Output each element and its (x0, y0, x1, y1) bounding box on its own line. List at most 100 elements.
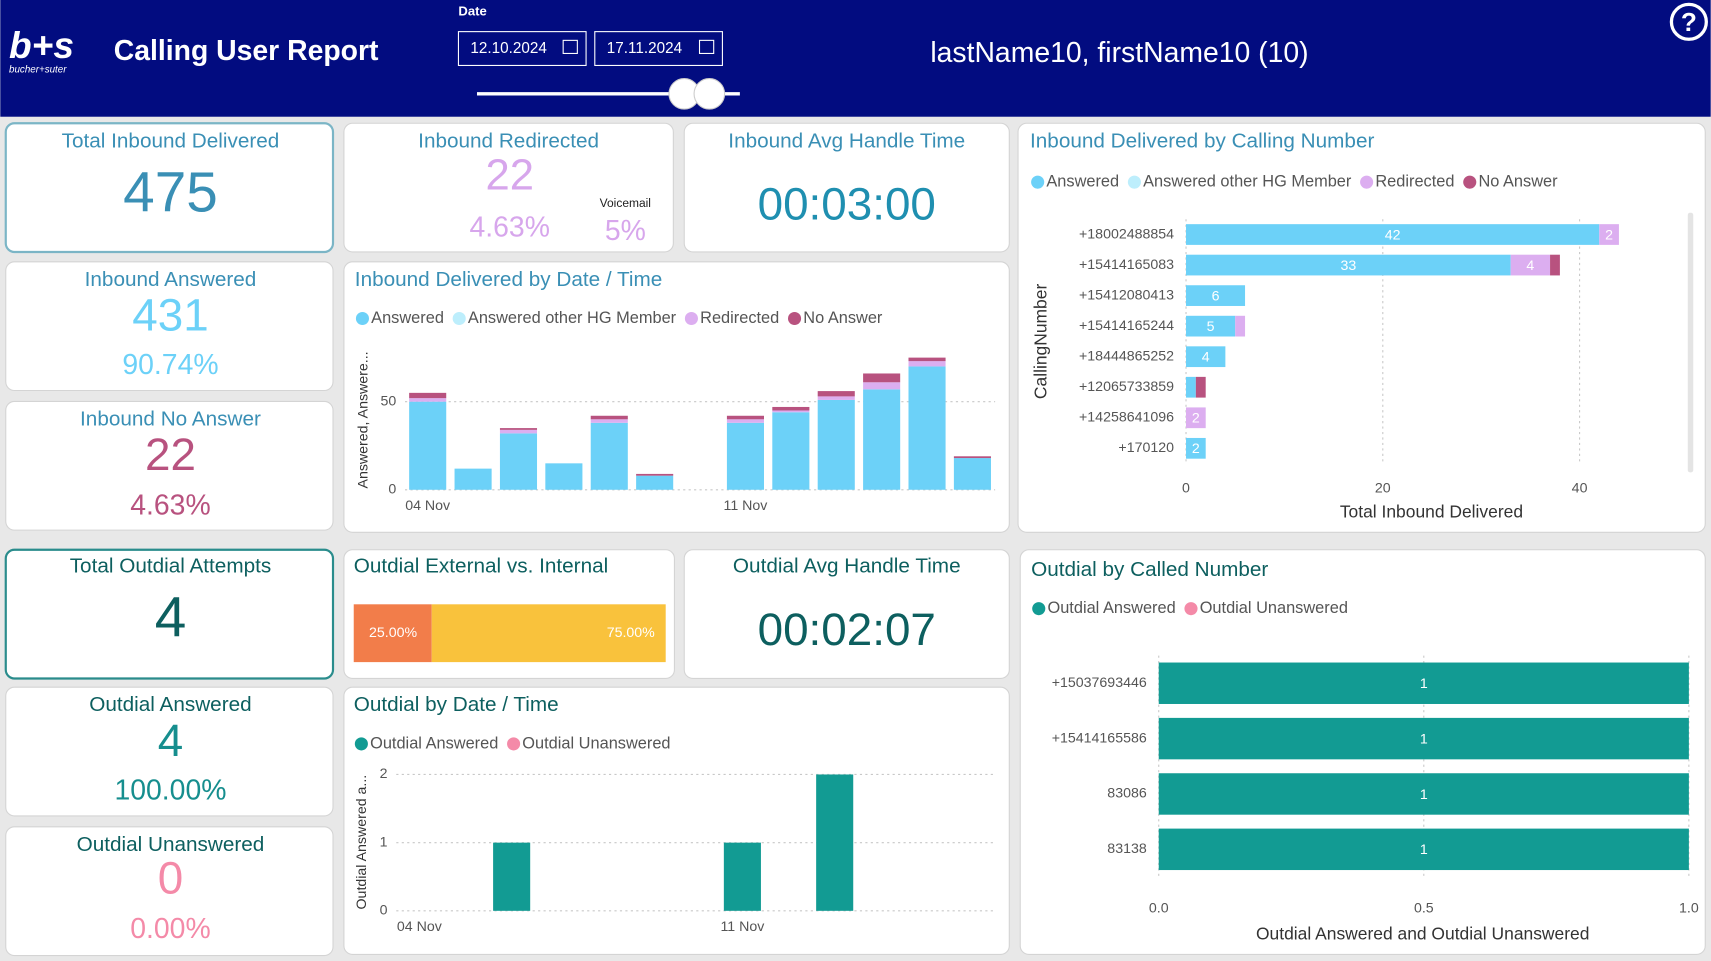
bar-segment (454, 468, 492, 490)
kpi-title: Inbound No Answer (80, 407, 261, 430)
kpi-percent: 90.74% (122, 349, 218, 381)
bar-segment (863, 373, 901, 383)
legend-label: Answered other HG Member (468, 309, 677, 327)
date-from[interactable]: 12.10.2024 (470, 40, 547, 57)
bar-segment (1158, 662, 1689, 704)
voicemail-percent: 5% (605, 215, 646, 247)
input-box[interactable] (457, 31, 587, 66)
data-label: 1 (1420, 842, 1428, 858)
data-label: 1 (1420, 731, 1428, 747)
logo: b+s (9, 24, 74, 66)
legend-label: Outdial Answered (1047, 599, 1175, 617)
kpi-percent: 4.63% (470, 212, 550, 244)
y-tick-label: 0 (388, 482, 396, 498)
legend-label: Redirected (1375, 172, 1454, 190)
data-label: 2 (1192, 441, 1200, 457)
x-tick-label: 20 (1375, 480, 1391, 496)
input-box[interactable] (594, 31, 723, 66)
kpi-value: 00:03:00 (758, 178, 936, 229)
kpi-value: 4 (158, 715, 183, 766)
bar-segment (908, 366, 946, 490)
kpi-card[interactable] (4, 122, 335, 254)
date-to-input[interactable]: 17.11.2024 (594, 31, 723, 66)
kpi-percent: 100.00% (114, 774, 226, 806)
bar-segment (726, 422, 764, 490)
data-label: 75.00% (607, 625, 655, 641)
bar-segment (953, 458, 991, 490)
data-label: 4 (1526, 258, 1534, 274)
kpi-card[interactable] (4, 548, 335, 680)
y-tick-label: +12065733859 (1079, 379, 1174, 395)
kpi-title: Total Inbound Delivered (62, 129, 280, 152)
bar-segment (953, 456, 991, 459)
legend-label: Outdial Unanswered (1200, 599, 1348, 617)
legend-marker (1360, 175, 1374, 189)
help-icon[interactable]: ? (1681, 7, 1697, 37)
kpi-card[interactable] (5, 826, 334, 957)
kpi-percent: 0.00% (130, 913, 210, 945)
slider-thumb[interactable] (693, 77, 726, 110)
chart-card (343, 686, 1010, 956)
scrollbar[interactable] (1687, 212, 1694, 473)
data-label: 4 (1202, 350, 1210, 366)
data-label: 42 (1385, 227, 1401, 243)
bar-segment (772, 410, 810, 413)
x-tick-label: 0.5 (1414, 900, 1434, 916)
bar-segment (817, 396, 855, 400)
kpi-value: 4 (155, 587, 187, 650)
kpi-title: Inbound Answered (85, 268, 257, 291)
y-tick-label: +15414165586 (1052, 730, 1147, 746)
bar-segment (1186, 315, 1236, 337)
bar-segment (1195, 376, 1206, 398)
kpi-card[interactable] (343, 122, 674, 253)
kpi-card[interactable] (5, 261, 334, 392)
kpi-card[interactable] (683, 122, 1010, 253)
bar-segment (499, 433, 538, 490)
bar-segment (409, 401, 447, 490)
y-tick-label: +15037693446 (1052, 675, 1147, 691)
kpi-card[interactable] (683, 549, 1010, 680)
data-label: 33 (1340, 258, 1356, 274)
date-from-input[interactable]: 12.10.2024 (457, 31, 587, 66)
voicemail-label: Voicemail (600, 196, 651, 210)
y-tick-label: +170120 (1118, 440, 1174, 456)
help-button[interactable] (1669, 2, 1708, 41)
calendar-icon[interactable] (562, 39, 578, 54)
legend-marker (684, 311, 698, 326)
bar-segment (409, 392, 447, 399)
legend-marker (1184, 602, 1198, 616)
bar-segment (499, 428, 538, 430)
y-tick-label: 50 (381, 393, 397, 409)
legend-marker (1463, 175, 1477, 189)
y-axis-title: Outdial Answered a... (354, 775, 370, 910)
legend-marker (787, 311, 802, 326)
date-to[interactable]: 17.11.2024 (607, 40, 683, 57)
data-label: 25.00% (369, 625, 417, 641)
x-tick-label: 0 (1182, 480, 1190, 496)
logo-subtitle: bucher+suter (9, 64, 67, 75)
header-bar (0, 0, 1711, 117)
data-label: 5 (1207, 319, 1215, 335)
kpi-value: 431 (132, 290, 208, 341)
bar-segment (772, 412, 810, 490)
bar-segment (723, 842, 761, 911)
bar-segment (1510, 254, 1551, 276)
y-tick-label: 1 (380, 834, 388, 850)
kpi-title: Outdial Answered (89, 693, 251, 716)
kpi-value: 0 (158, 852, 183, 903)
chart-title: Inbound Delivered by Date / Time (355, 268, 663, 291)
y-tick-label: +15414165083 (1079, 257, 1174, 273)
y-tick-label: +15414165244 (1079, 318, 1174, 334)
kpi-card[interactable] (5, 400, 334, 531)
x-tick-label: 04 Nov (397, 919, 443, 935)
kpi-card[interactable] (5, 686, 334, 817)
calendar-icon[interactable] (698, 39, 715, 54)
data-label: 1 (1420, 787, 1428, 803)
data-label: 2 (1605, 227, 1613, 243)
chart-title: Outdial by Called Number (1031, 558, 1268, 581)
legend-marker (507, 737, 521, 751)
bar-segment (431, 604, 666, 663)
legend-marker (1031, 175, 1045, 189)
